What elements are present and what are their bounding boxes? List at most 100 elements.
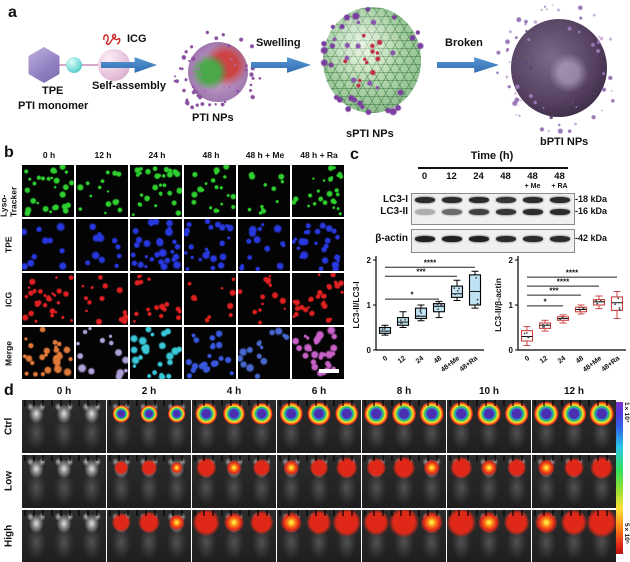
blot-band bbox=[414, 236, 435, 242]
colorbar-max-label: 1×10⁷ bbox=[623, 402, 630, 423]
mouse-image-cell bbox=[532, 400, 616, 453]
blot-band bbox=[495, 209, 516, 215]
cage-bars bbox=[534, 510, 614, 516]
panel-b-col-header: 24 h bbox=[148, 150, 166, 160]
pti-monomer-label: PTI monomer bbox=[18, 100, 89, 112]
svg-text:24: 24 bbox=[415, 355, 426, 365]
blot-time-underline bbox=[418, 167, 568, 169]
blot-band bbox=[549, 197, 570, 203]
mouse-image-cell bbox=[22, 510, 106, 562]
panel-b-col-header: 0 h bbox=[42, 150, 56, 160]
svg-text:12: 12 bbox=[539, 355, 550, 365]
svg-text:1: 1 bbox=[367, 301, 372, 310]
scale-bar bbox=[319, 369, 339, 373]
blot-protein-label: LC3-I bbox=[383, 194, 408, 205]
micrograph-cell bbox=[292, 165, 344, 217]
blot-band bbox=[522, 197, 543, 203]
blot-kda-label: -42 kDa bbox=[575, 233, 608, 243]
panel-d-row-label: Low bbox=[3, 471, 15, 492]
svg-text:***: *** bbox=[549, 287, 559, 296]
svg-text:****: **** bbox=[566, 269, 579, 278]
micrograph-cell bbox=[76, 327, 128, 379]
panel-b-col-header: 12 h bbox=[94, 150, 112, 160]
svg-text:0: 0 bbox=[367, 346, 372, 355]
blot-labels-layer: LC3-I -18 kDa LC3-II -16 kDa β-actin -42 kDa bbox=[348, 148, 630, 382]
blot-band bbox=[468, 209, 489, 215]
panel-b-col-header: 48 h bbox=[202, 150, 220, 160]
svg-text:48+Ra: 48+Ra bbox=[459, 355, 480, 373]
cage-bars bbox=[279, 455, 359, 461]
panel-d-col-header: 12 h bbox=[563, 386, 584, 397]
blot-band bbox=[414, 209, 435, 215]
icg-molecule-icon bbox=[103, 33, 121, 46]
mouse-image-cell bbox=[107, 455, 191, 508]
blot-band bbox=[495, 236, 516, 242]
bpti-nps-label: bPTI NPs bbox=[540, 136, 589, 148]
micrograph-cell bbox=[22, 219, 74, 271]
panel-b-row-label: Merge bbox=[3, 340, 14, 366]
blot-columns: 0 12 24 48 48 + Me 48 + RA bbox=[348, 148, 630, 382]
svg-text:48+Me: 48+Me bbox=[582, 355, 603, 374]
mouse-image-cell bbox=[192, 510, 276, 562]
micrograph-cell bbox=[184, 273, 236, 325]
micrograph-cell bbox=[22, 327, 74, 379]
mouse-image-cell bbox=[22, 455, 106, 508]
cage-bars bbox=[364, 510, 444, 516]
panel-b-label: b bbox=[4, 144, 14, 161]
micrograph-cell bbox=[238, 165, 290, 217]
blot-col-header: 48 bbox=[527, 171, 538, 182]
spti-nps-label: sPTI NPs bbox=[346, 128, 394, 140]
micrograph-cell bbox=[292, 327, 344, 379]
blot-band bbox=[549, 209, 570, 215]
mouse-image-cell bbox=[22, 400, 106, 453]
monomer-linker bbox=[58, 64, 118, 66]
cage-bars bbox=[194, 510, 274, 516]
panel-c-label: c bbox=[350, 146, 359, 163]
tpe-polyhedron-icon bbox=[28, 47, 60, 83]
panel-b-row-label: ICG bbox=[3, 291, 14, 307]
svg-text:LC3-II/β-actin: LC3-II/β-actin bbox=[494, 278, 503, 332]
micrograph-cell bbox=[76, 219, 128, 271]
bpti-nanoparticle bbox=[494, 2, 624, 134]
cage-bars bbox=[534, 455, 614, 461]
cage-bars bbox=[279, 400, 359, 406]
micrograph-cell bbox=[238, 273, 290, 325]
pti-nanoparticle bbox=[172, 26, 264, 118]
panel-d-col-header: 8 h bbox=[396, 386, 412, 397]
panel-d-col-header: 0 h bbox=[56, 386, 72, 397]
panel-d-col-header: 2 h bbox=[141, 386, 157, 397]
cage-bars bbox=[109, 510, 189, 516]
micrograph-cell bbox=[184, 327, 236, 379]
cage-bars bbox=[279, 510, 359, 516]
panel-d-row-label: Ctrl bbox=[3, 417, 15, 436]
micrograph-cell bbox=[238, 327, 290, 379]
pti-nps-label: PTI NPs bbox=[192, 112, 234, 124]
blot-protein-label: β-actin bbox=[375, 233, 408, 244]
svg-text:LC3-II/LC3-I: LC3-II/LC3-I bbox=[352, 281, 361, 328]
panel-d: d 0 h 2 h 4 h 6 h 8 h 10 h 12 h Ctrl Low High 1×1… bbox=[0, 382, 630, 562]
mouse-image-cell bbox=[192, 400, 276, 453]
blot-col-subheader: + RA bbox=[551, 183, 568, 190]
mouse-image-cell bbox=[362, 510, 446, 562]
blot-band bbox=[522, 236, 543, 242]
micrograph-cell bbox=[292, 219, 344, 271]
micrograph-cell bbox=[292, 273, 344, 325]
mouse-image-cell bbox=[362, 400, 446, 453]
panel-b-row-label: TPE bbox=[3, 236, 14, 254]
cage-bars bbox=[364, 455, 444, 461]
micrograph-cell bbox=[130, 219, 182, 271]
blot-band bbox=[522, 209, 543, 215]
micrograph-cell bbox=[130, 327, 182, 379]
mouse-image-cell bbox=[532, 455, 616, 508]
svg-text:48+Me: 48+Me bbox=[440, 355, 461, 374]
panel-a-label: a bbox=[8, 4, 17, 21]
panel-d-col-header: 10 h bbox=[478, 386, 499, 397]
blot-band bbox=[549, 236, 570, 242]
spti-mesh-nodes bbox=[316, 0, 428, 120]
svg-text:*: * bbox=[410, 291, 414, 300]
spti-nanoparticle bbox=[316, 0, 428, 120]
panel-b-row-label: Lyso-Tracker bbox=[0, 186, 19, 217]
pti-spikes bbox=[172, 26, 264, 118]
radiance-colorbar bbox=[616, 402, 623, 554]
